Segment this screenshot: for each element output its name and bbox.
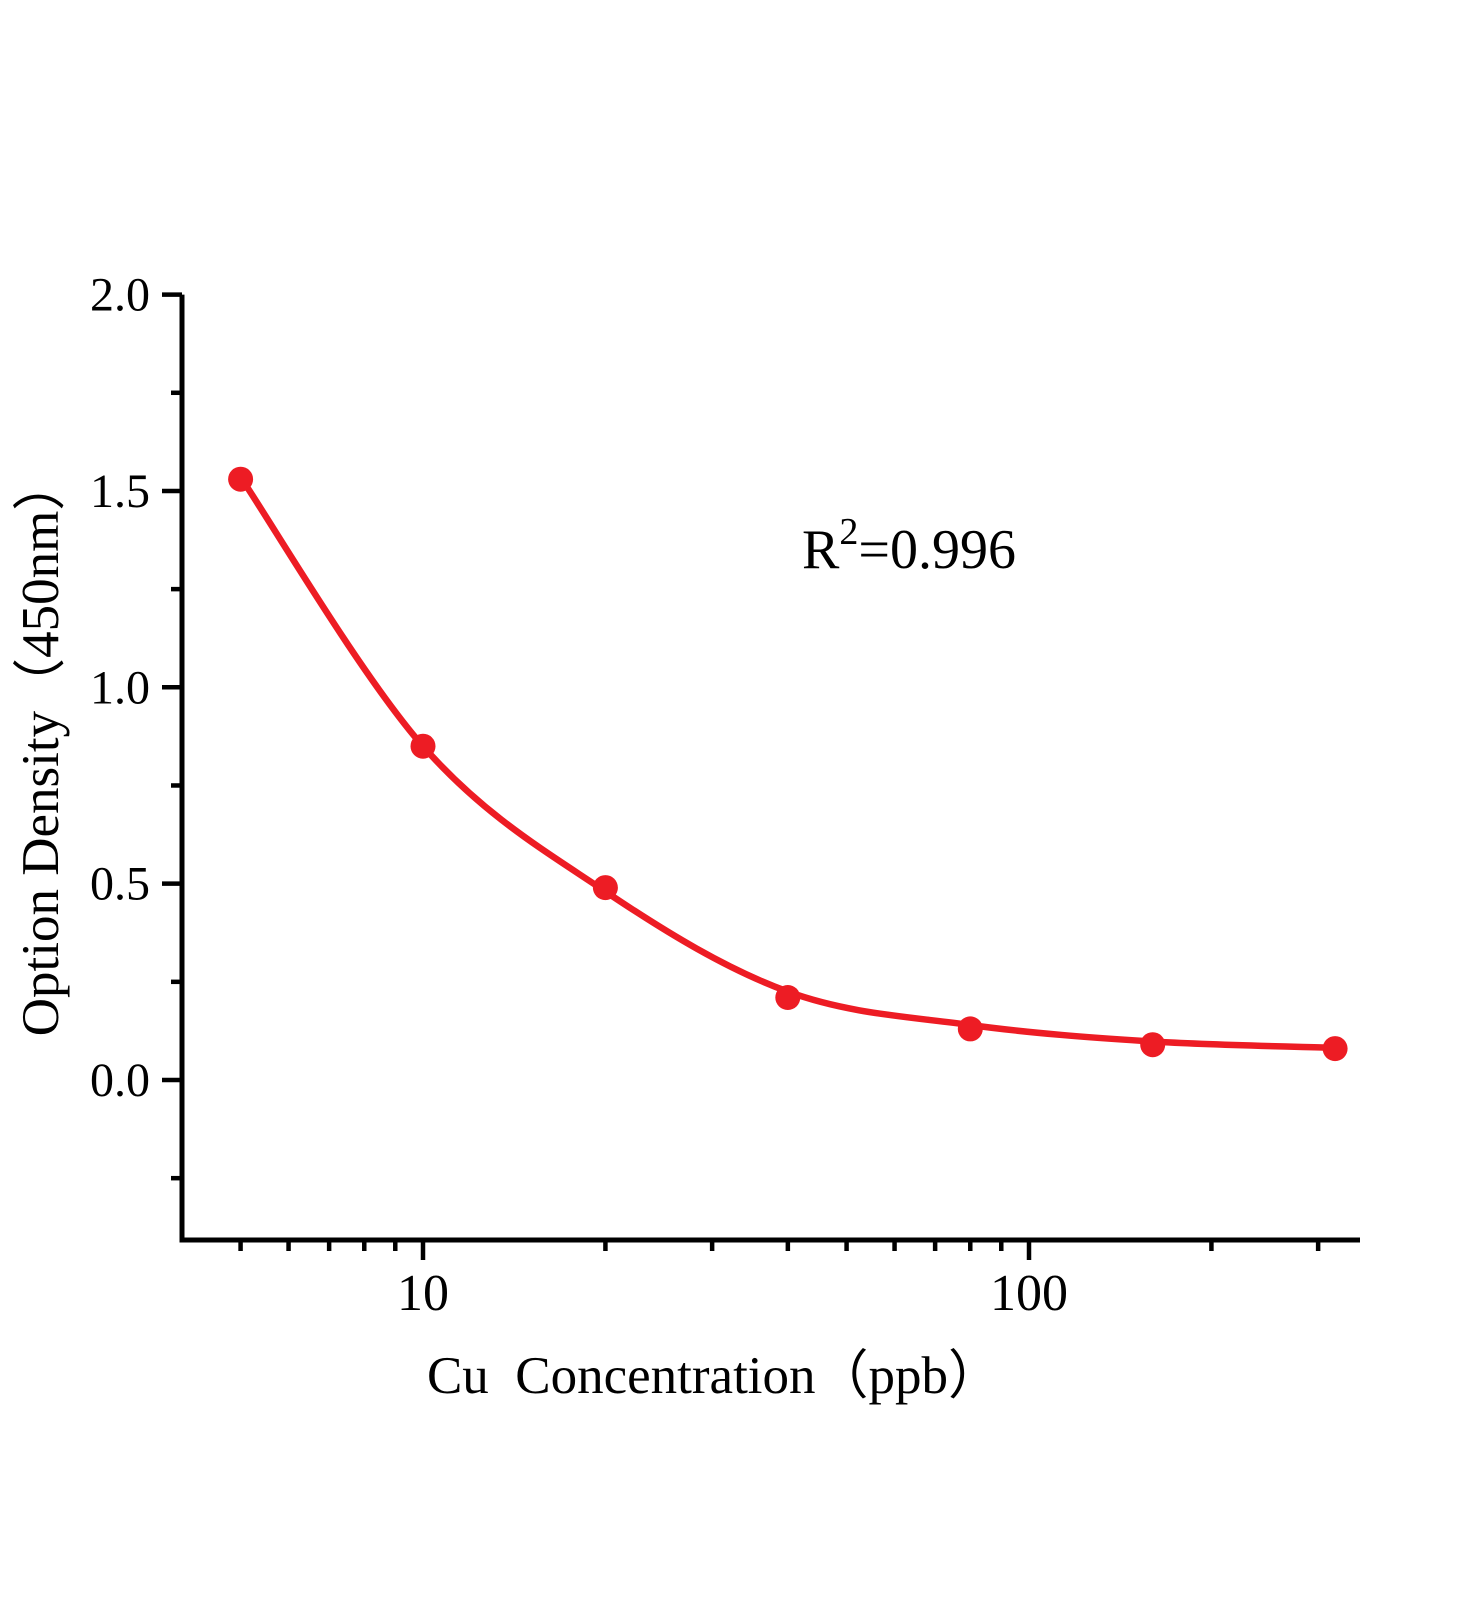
series-layer bbox=[228, 466, 1348, 1062]
data-point-5ppb bbox=[228, 466, 254, 492]
data-point-320ppb bbox=[1322, 1036, 1348, 1062]
y-tick-label-0.0: 0.0 bbox=[90, 1054, 150, 1107]
x-tick-label-100: 100 bbox=[990, 1265, 1068, 1322]
fit-curve bbox=[237, 473, 1339, 1052]
y-tick-label-2.0: 2.0 bbox=[90, 269, 150, 322]
y-tick-label-0.5: 0.5 bbox=[90, 858, 150, 911]
r-squared-base: R bbox=[802, 519, 840, 581]
r-squared-rest: =0.996 bbox=[858, 519, 1016, 581]
data-point-20ppb bbox=[592, 875, 618, 901]
r-squared-annotation: R2=0.996 bbox=[802, 511, 1016, 581]
y-axis-title: Option Density（450nm） bbox=[12, 458, 70, 1037]
data-point-10ppb bbox=[410, 733, 436, 759]
y-tick-label-1.5: 1.5 bbox=[90, 465, 150, 518]
data-point-160ppb bbox=[1140, 1032, 1166, 1058]
axes-layer: 0.0 0.5 1.0 1.5 2.0 10 100 bbox=[90, 269, 1360, 1322]
data-point-40ppb bbox=[775, 985, 801, 1010]
r-squared-sup: 2 bbox=[839, 511, 858, 553]
data-point-80ppb bbox=[957, 1016, 983, 1042]
x-tick-label-10: 10 bbox=[397, 1265, 449, 1322]
x-axis-title: Cu Concentration（ppb） bbox=[427, 1347, 1001, 1405]
y-tick-label-1.0: 1.0 bbox=[90, 661, 150, 714]
